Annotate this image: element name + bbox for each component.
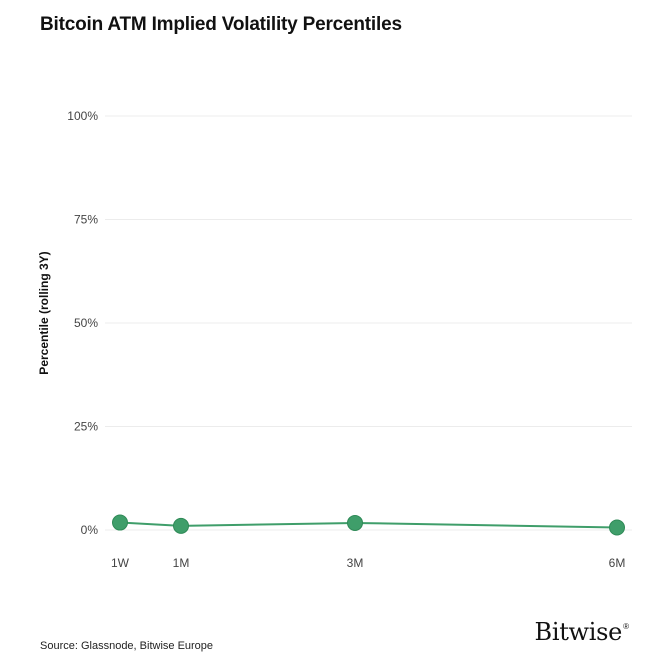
registered-mark: ® xyxy=(623,622,629,631)
y-tick-label: 25% xyxy=(74,420,98,434)
y-tick-label: 100% xyxy=(67,109,98,123)
series-line xyxy=(119,521,618,529)
data-point xyxy=(347,514,363,531)
data-point xyxy=(173,517,189,534)
chart-title: Bitcoin ATM Implied Volatility Percentil… xyxy=(40,14,402,35)
bitwise-logo: Bitwise ® xyxy=(534,618,629,646)
x-tick-label: 1W xyxy=(111,556,130,570)
y-tick-label: 75% xyxy=(74,213,98,227)
x-tick-label: 1M xyxy=(173,556,190,570)
source-note: Source: Glassnode, Bitwise Europe xyxy=(40,640,214,652)
y-tick-label: 0% xyxy=(81,523,99,537)
x-tick-label: 3M xyxy=(347,556,364,570)
logo-wordmark: Bitwise xyxy=(534,618,623,646)
x-tick-label: 6M xyxy=(609,556,626,570)
data-point xyxy=(112,514,128,531)
data-point xyxy=(609,519,625,536)
y-tick-label: 50% xyxy=(74,316,98,330)
